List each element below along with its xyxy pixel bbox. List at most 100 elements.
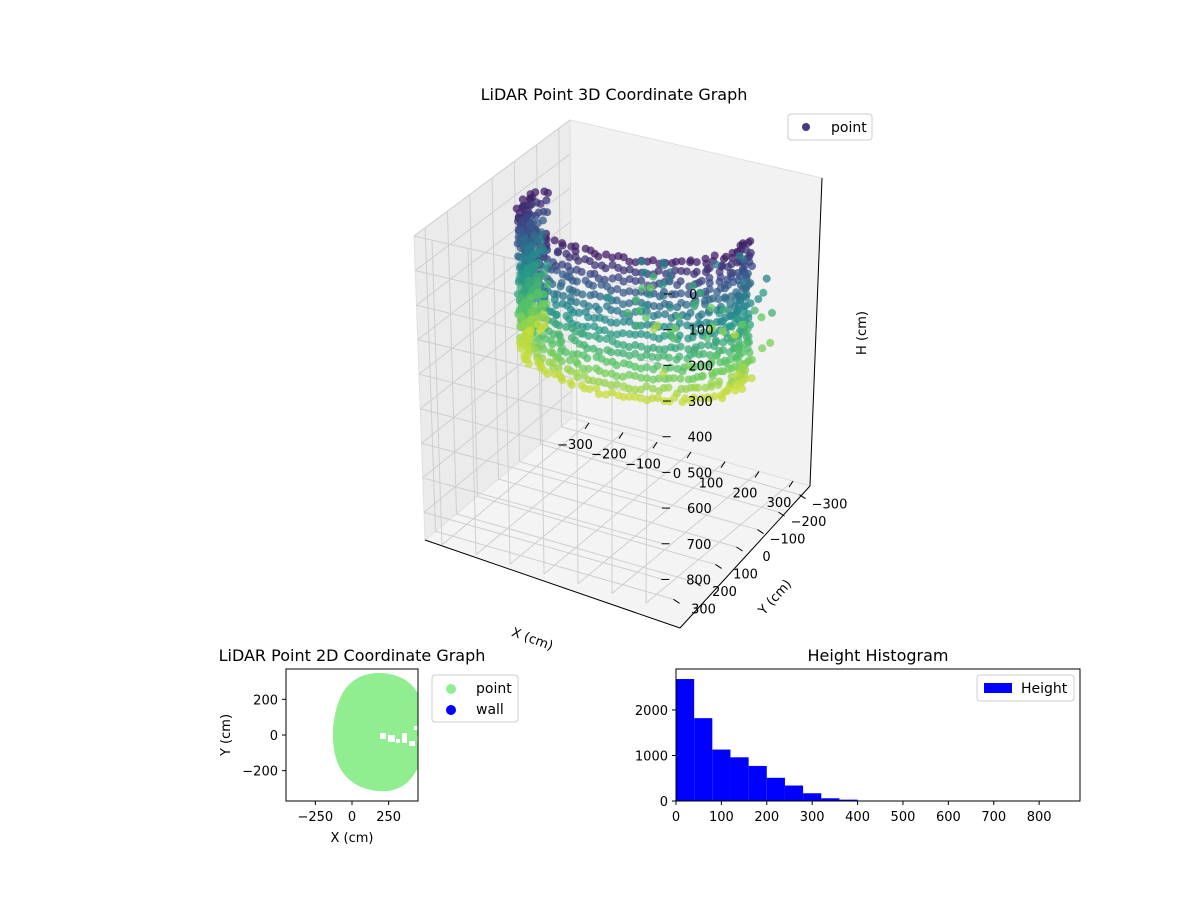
point-3d (557, 279, 566, 287)
point-3d (619, 341, 628, 350)
point-3d (705, 285, 714, 294)
point-3d (750, 306, 759, 315)
point-3d (590, 314, 599, 322)
point-3d (654, 310, 663, 319)
point-3d (719, 346, 727, 355)
point-3d (682, 300, 691, 309)
point-3d (642, 307, 651, 316)
point-3d (738, 320, 747, 329)
y-tick-3d: 0 (762, 550, 770, 565)
point-3d (631, 258, 640, 267)
ticks-2d: −250 0 250 −200 0 200 (242, 693, 401, 825)
point-3d (754, 295, 763, 304)
point-3d (519, 254, 528, 263)
point-3d (757, 313, 766, 322)
z-tick-3d: 700 (687, 538, 712, 553)
y-tick-3d: −100 (770, 533, 806, 548)
point-3d (533, 288, 542, 297)
point-3d (710, 251, 719, 260)
chart-histogram: Height Histogram 0 100 200 300 400 500 600 700 8… (635, 646, 1081, 825)
point-3d (659, 261, 668, 270)
chart-2d-title: LiDAR Point 2D Coordinate Graph (219, 646, 486, 665)
point-3d (526, 326, 535, 335)
point-3d (614, 391, 623, 400)
point-3d (719, 305, 728, 314)
point-3d (625, 265, 634, 274)
point-3d (675, 352, 684, 361)
point-3d (618, 372, 627, 381)
point-3d (530, 231, 539, 239)
histogram-bar (748, 765, 767, 801)
point-3d (544, 188, 552, 197)
z-tick-3d: 200 (688, 359, 713, 374)
x-tick-3d: −300 (557, 438, 593, 453)
point-3d (674, 313, 683, 321)
point-3d (741, 374, 750, 383)
point-3d (692, 267, 701, 276)
x-tick-histogram: 700 (981, 810, 1006, 825)
point-3d (580, 371, 589, 380)
point-3d (659, 291, 668, 300)
point-3d (697, 276, 706, 285)
x-tick-2d: 0 (348, 810, 356, 825)
y-axis-label-2d: Y (cm) (219, 714, 234, 757)
histogram-bar (784, 785, 804, 801)
point-3d (603, 282, 612, 291)
point-3d (581, 255, 590, 264)
point-3d (625, 392, 634, 401)
point-3d (540, 321, 549, 330)
legend-3d-marker (802, 123, 810, 131)
histogram-bars (676, 679, 1076, 801)
point-3d (608, 337, 617, 346)
point-3d (660, 345, 669, 354)
point-3d (608, 388, 616, 397)
x-tick-3d: 200 (733, 486, 758, 501)
point-3d (715, 377, 724, 386)
point-3d (694, 383, 703, 392)
point-3d (670, 324, 679, 333)
point-3d (744, 310, 753, 318)
y-tick-3d: 300 (691, 602, 716, 617)
point-3d (664, 383, 673, 392)
point-3d (581, 308, 590, 316)
histogram-bar (821, 798, 840, 801)
point-3d (692, 258, 701, 267)
point-3d (530, 302, 539, 311)
point-3d (579, 299, 588, 308)
point-3d (558, 260, 567, 269)
point-3d (716, 273, 725, 282)
point-3d (733, 370, 742, 379)
y-tick-3d: 200 (712, 585, 737, 600)
chart-2d: LiDAR Point 2D Coordinate Graph −250 0 250… (219, 646, 519, 846)
point-3d (670, 393, 679, 402)
point-3d (766, 338, 775, 347)
point-3d (669, 334, 678, 343)
point-3d (565, 356, 574, 365)
y-tick-histogram: 0 (660, 795, 668, 810)
point-3d (592, 384, 601, 393)
point-3d (655, 345, 664, 354)
point-3d (691, 299, 700, 308)
point-3d (586, 291, 595, 300)
x-tick-histogram: 200 (754, 810, 779, 825)
point-3d (660, 322, 668, 331)
point-3d (602, 250, 611, 259)
point-3d (612, 380, 621, 389)
point-3d (577, 329, 585, 338)
point-3d (740, 278, 749, 287)
point-3d (551, 370, 559, 379)
legend-3d-label: point (831, 120, 867, 136)
point-3d (699, 328, 708, 337)
point-3d (746, 237, 755, 246)
point-3d (676, 374, 685, 383)
point-3d (608, 274, 617, 283)
point-3d (732, 288, 741, 297)
point-3d (675, 331, 684, 340)
point-3d (542, 196, 551, 205)
point-3d (518, 195, 527, 204)
point-3d (659, 369, 668, 378)
point-3d (724, 383, 733, 392)
point-3d (721, 293, 729, 302)
point-3d (758, 344, 767, 353)
point-3d (533, 277, 542, 286)
